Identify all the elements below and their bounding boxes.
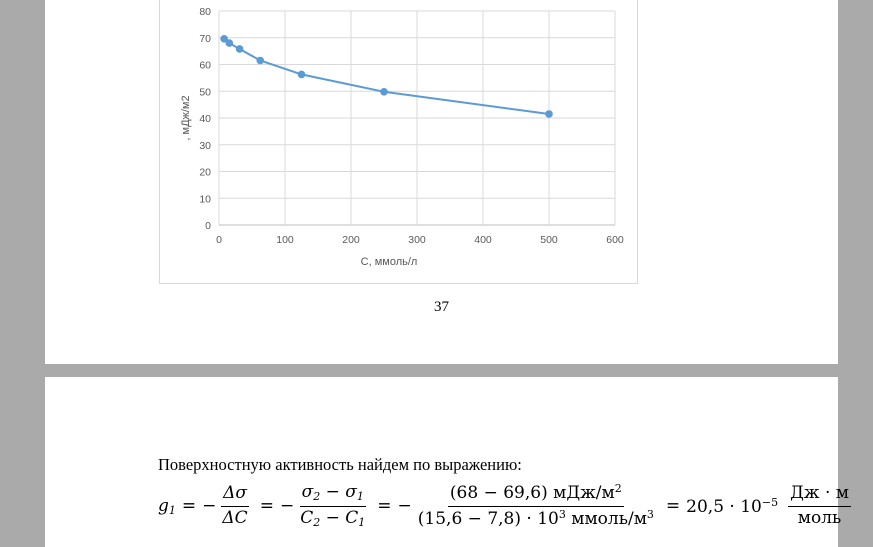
formula-eq-4: = (665, 496, 681, 517)
formula-minus-1: − (202, 496, 217, 517)
series-line (223, 38, 550, 115)
document-page-bottom: Поверхностную активность найдем по выраж… (45, 377, 851, 547)
chart-tick-labels: 0 10 20 30 40 50 60 70 80 0 100 200 300 400 500 600 (199, 6, 624, 246)
formula-minus-3: − (397, 496, 412, 517)
data-point (545, 110, 553, 118)
x-axis-title: С, ммоль/л (361, 256, 418, 268)
formula-result: 20,5 · 10−5 (686, 495, 779, 517)
y-tick-label: 80 (199, 6, 211, 18)
data-point (297, 70, 306, 79)
formula-minus-2: − (279, 496, 295, 517)
chart-gridlines (218, 10, 616, 226)
y-tick-label: 10 (199, 193, 211, 205)
line-chart: 0 10 20 30 40 50 60 70 80 0 100 200 300 400 500 600 С, … (180, 6, 624, 268)
y-tick-label: 40 (199, 113, 211, 125)
formula-fraction-delta: Δσ ΔC (221, 483, 249, 528)
formula-fraction-values: (68 − 69,6) мДж/м2 (15,6 − 7,8) · 103 мм… (417, 482, 654, 529)
y-tick-label: 0 (205, 220, 211, 232)
y-tick-label: 50 (199, 86, 211, 98)
data-point (225, 39, 234, 47)
y-tick-label: 60 (199, 60, 211, 72)
document-page-top: 0 10 20 30 40 50 60 70 80 0 100 200 300 400 500 600 С, … (45, 0, 838, 364)
chart-series (220, 35, 553, 118)
x-tick-label: 600 (606, 234, 624, 246)
chart-frame: 0 10 20 30 40 50 60 70 80 0 100 200 300 400 500 600 С, … (159, 0, 638, 284)
data-point (380, 87, 388, 96)
surface-activity-formula: g1 = − Δσ ΔC = − σ2 − σ1 C2 − C1 = − (68… (158, 482, 855, 529)
x-tick-label: 300 (408, 234, 426, 246)
y-tick-label: 20 (199, 167, 211, 179)
x-tick-label: 100 (276, 234, 294, 246)
formula-eq-2: = (259, 496, 274, 517)
x-tick-label: 400 (474, 234, 492, 246)
formula-unit-fraction: Дж · м моль (788, 483, 851, 528)
x-tick-label: 0 (216, 234, 222, 246)
formula-eq-3: = (377, 496, 392, 517)
y-tick-label: 70 (199, 33, 211, 45)
y-tick-label: 30 (199, 140, 211, 152)
page-number: 37 (434, 299, 449, 315)
formula-lhs: g1 (158, 495, 176, 517)
body-paragraph: Поверхностную активность найдем по выраж… (158, 455, 522, 474)
x-tick-label: 500 (540, 234, 558, 246)
data-point (256, 56, 265, 65)
data-point (235, 45, 244, 53)
formula-fraction-sigma: σ2 − σ1 C2 − C1 (299, 482, 366, 529)
x-tick-label: 200 (342, 234, 360, 246)
y-axis-title: , мДж/м2 (180, 95, 192, 140)
data-point (220, 35, 228, 43)
formula-eq-1: = (181, 496, 197, 517)
